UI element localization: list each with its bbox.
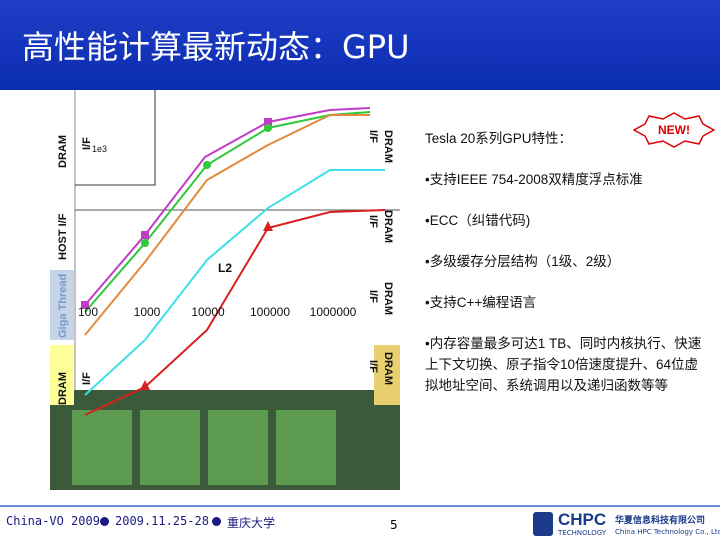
badge-shape — [633, 112, 715, 148]
gpu-figure: DRAM I/F 1e3 HOST I/F Giga Thread DRAM I… — [50, 90, 400, 490]
x-label: 10000 — [191, 305, 225, 319]
curve — [84, 107, 371, 306]
dram-block — [374, 345, 400, 405]
x-label: 1000 — [134, 305, 161, 319]
logo-sub: TECHNOLOGY — [558, 529, 607, 537]
label: I/F — [81, 137, 93, 150]
footer — [0, 505, 720, 542]
page-number: 5 — [390, 518, 398, 532]
label: DRAM — [382, 210, 394, 243]
heading: Tesla 20系列GPU特性： — [425, 131, 573, 146]
frame — [75, 90, 156, 186]
label: DRAM — [57, 372, 69, 405]
x-label: 100000 — [250, 305, 290, 319]
label: DRAM — [382, 352, 394, 385]
curve — [84, 209, 386, 416]
bullet: •支持IEEE 754-2008双精度浮点标准 — [425, 172, 643, 187]
markers — [81, 118, 273, 390]
label: I/F — [367, 215, 379, 228]
label: DRAM — [382, 282, 394, 315]
dot — [212, 517, 221, 526]
bullet: •ECC（纠错代码) — [425, 213, 531, 228]
dot — [100, 517, 109, 526]
dates: 2009.11.25-28 — [115, 514, 209, 528]
logo-mark — [533, 512, 553, 536]
x-label: 1000000 — [310, 305, 357, 319]
label: I/F — [367, 290, 379, 303]
label: I/F — [367, 130, 379, 143]
label: I/F — [367, 360, 379, 373]
x-label: 100 — [78, 305, 98, 319]
venue: 重庆大学 — [227, 516, 276, 530]
dram-block — [50, 345, 74, 405]
logo: CHPC — [558, 510, 607, 529]
label: L2 — [218, 261, 232, 275]
bullet: •内存容量最多可达1 TB、同时内核执行、快速上下文切换、原子指令10倍速度提升… — [425, 336, 702, 393]
label: 1e3 — [92, 144, 107, 154]
bullet: •多级缓存分层结构（1级、2级） — [425, 254, 621, 269]
company-en: China HPC Technology Co., Ltd. — [615, 528, 720, 536]
event: China-VO 2009 — [6, 514, 100, 528]
features: Tesla 20系列GPU特性： •支持IEEE 754-2008双精度浮点标准… — [425, 128, 710, 416]
giga-block — [50, 270, 74, 340]
bullet: •支持C++编程语言 — [425, 295, 537, 310]
label: I/F — [81, 372, 93, 385]
label: DRAM — [57, 135, 69, 168]
label: HOST I/F — [57, 213, 69, 260]
sm-blocks — [72, 410, 336, 485]
title: 高性能计算最新动态：GPU — [22, 28, 410, 66]
host-block — [50, 190, 74, 270]
dram-block — [50, 120, 74, 180]
label: Giga Thread — [57, 274, 69, 338]
title-bar — [0, 0, 720, 90]
curve — [84, 169, 385, 396]
badge: NEW! — [658, 123, 690, 137]
label: DRAM — [382, 130, 394, 163]
curve — [84, 114, 370, 336]
company-cn: 华夏信息科技有限公司 — [615, 516, 706, 526]
